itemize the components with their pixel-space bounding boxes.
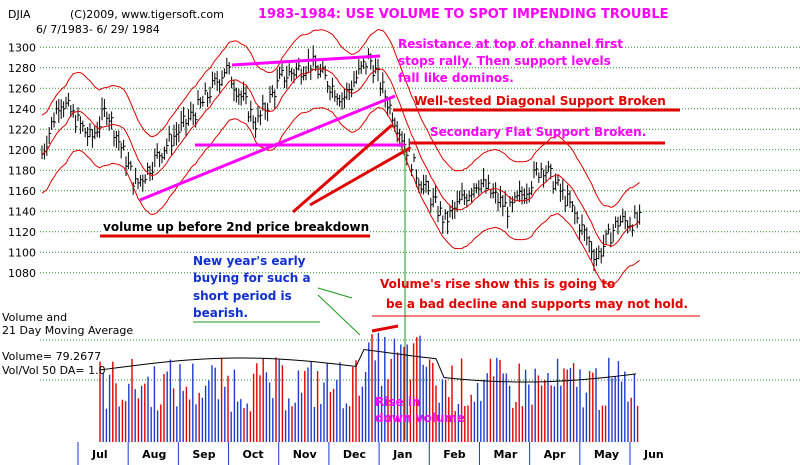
resistance-note-line1: Resistance at top of channel first (398, 37, 623, 51)
y-tick-label: 1140 (8, 205, 36, 218)
month-label: Jun (643, 448, 664, 461)
y-tick-label: 1240 (8, 103, 36, 116)
diagonal-support-line (139, 94, 396, 202)
new-year-note-line1: New year's early (193, 254, 306, 268)
month-label: Dec (343, 448, 366, 461)
secondary-support-note: Secondary Flat Support Broken. (430, 125, 647, 139)
resistance-line (231, 54, 381, 67)
new-year-note-line2: buying for such a (193, 271, 311, 285)
month-label: Feb (443, 448, 466, 461)
volume-label-line1: Volume and (2, 311, 68, 324)
month-label: Sep (192, 448, 215, 461)
y-tick-label: 1260 (8, 82, 36, 95)
month-label: Apr (544, 448, 566, 461)
volume-moving-average (99, 348, 637, 383)
chart-title: 1983-1984: USE VOLUME TO SPOT IMPENDING … (258, 7, 669, 22)
month-label: Oct (243, 448, 264, 461)
copyright-label: (C)2009, www.tigersoft.com (70, 8, 224, 21)
volume-readout: Volume= 79.2677 (2, 350, 102, 363)
y-tick-label: 1160 (8, 185, 36, 198)
resistance-note-line3: fall like dominos. (398, 71, 514, 85)
new-year-arrow-1 (317, 287, 353, 299)
y-tick-label: 1120 (8, 226, 36, 239)
volume-label-line2: 21 Day Moving Average (2, 324, 134, 337)
y-tick-label: 1180 (8, 164, 36, 177)
diagonal-support-note: Well-tested Diagonal Support Broken (414, 94, 666, 108)
volume-rise-pointer (371, 324, 399, 333)
date-range-label: 6/ 7/1983- 6/ 29/ 1984 (36, 23, 160, 36)
month-label: Jul (91, 448, 108, 461)
pointer-arrow-1 (292, 123, 393, 214)
y-tick-label: 1280 (8, 62, 36, 75)
month-label: Mar (493, 448, 517, 461)
y-tick-label: 1200 (8, 144, 36, 157)
new-year-note-line4: bearish. (193, 306, 249, 320)
month-label: Jan (392, 448, 412, 461)
pointer-arrow-2 (309, 146, 411, 207)
y-tick-label: 1080 (8, 267, 36, 280)
volume-up-note: volume up before 2nd price breakdown (103, 220, 370, 234)
rise-down-note-line1: Rise in (375, 395, 421, 409)
volume-ratio-readout: Vol/Vol 50 DA= 1.0 (2, 364, 106, 377)
y-tick-label: 1100 (8, 246, 36, 259)
new-year-note-line3: short period is (193, 289, 292, 303)
new-year-arrow-2 (317, 294, 361, 336)
ticker-label: DJIA (8, 8, 31, 21)
month-label: May (594, 448, 619, 461)
upper-band-line (41, 28, 640, 208)
volume-rise-note-line2: be a bad decline and supports may not ho… (386, 297, 689, 311)
month-label: Aug (142, 448, 166, 461)
month-label: Nov (293, 448, 318, 461)
y-tick-label: 1300 (8, 41, 36, 54)
y-tick-label: 1220 (8, 123, 36, 136)
resistance-note-line2: stops rally. Then support levels (398, 54, 611, 68)
moving-average-line (41, 67, 640, 247)
lower-band-line (41, 106, 640, 286)
volume-rise-note-line1: Volume's rise show this is going to (380, 277, 616, 291)
rise-down-note-line2: down volume (375, 411, 466, 425)
